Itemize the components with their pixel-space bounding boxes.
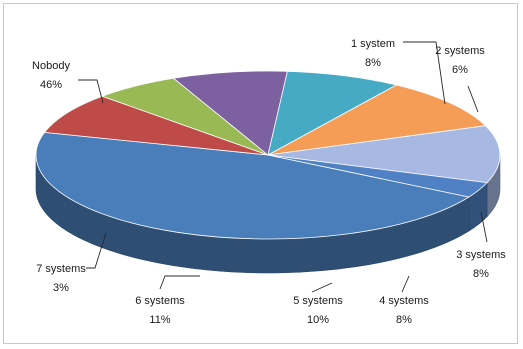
leader-line-3-systems bbox=[480, 211, 488, 243]
pie-slice-4-systems bbox=[267, 70, 398, 156]
leader-line-7-systems bbox=[86, 232, 107, 269]
pie-slice-5-systems bbox=[267, 84, 487, 156]
pie-slice-1-system bbox=[43, 95, 269, 156]
pie-slice-nobody bbox=[35, 131, 470, 240]
leader-line-6-systems bbox=[159, 275, 200, 290]
slice-label-1-system: 1 system bbox=[351, 38, 395, 50]
slice-label-6-systems: 6 systems bbox=[135, 295, 185, 307]
leader-line-5-systems bbox=[311, 282, 333, 293]
slice-label-7-systems: 7 systems bbox=[36, 263, 86, 275]
slice-label-4-systems: 4 systems bbox=[379, 295, 429, 307]
leader-line-4-systems bbox=[401, 275, 410, 293]
slice-value-nobody: 46% bbox=[40, 79, 62, 91]
slice-value-1-system: 8% bbox=[365, 57, 381, 69]
slice-value-6-systems: 11% bbox=[149, 314, 170, 326]
slice-value-3-systems: 8% bbox=[473, 268, 489, 280]
slice-label-3-systems: 3 systems bbox=[456, 249, 506, 261]
pie-slice-7-systems bbox=[267, 154, 488, 198]
slice-value-4-systems: 8% bbox=[396, 314, 412, 326]
leader-lines bbox=[78, 41, 488, 293]
pie-tops bbox=[35, 70, 501, 240]
leader-line-2-systems bbox=[467, 85, 479, 113]
data-labels: Nobody 46% 1 system 8% 2 systems 6% 3 sy… bbox=[32, 38, 506, 326]
slice-label-2-systems: 2 systems bbox=[435, 45, 485, 57]
slice-value-5-systems: 10% bbox=[307, 314, 329, 326]
pie-slice-3-systems bbox=[172, 70, 288, 156]
slice-value-7-systems: 3% bbox=[53, 282, 69, 294]
slice-label-5-systems: 5 systems bbox=[293, 295, 343, 307]
pie-slice-6-systems bbox=[267, 125, 501, 184]
leader-line-nobody bbox=[78, 79, 104, 104]
slice-label-nobody: Nobody bbox=[32, 60, 70, 72]
leader-line-1-system bbox=[403, 41, 446, 105]
slice-value-2-systems: 6% bbox=[452, 64, 468, 76]
